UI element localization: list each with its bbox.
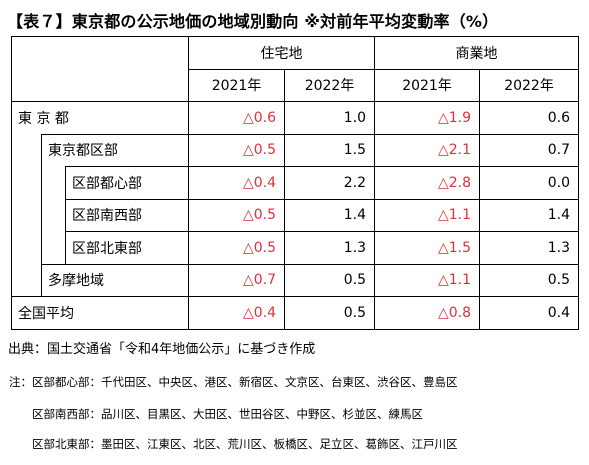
value-cell: 0.5 xyxy=(284,263,376,297)
table-row: 区部北東部 △0.5 1.3 △1.5 1.3 xyxy=(11,231,580,264)
value-cell: 1.3 xyxy=(284,231,376,264)
indent-cell xyxy=(41,166,66,199)
indent-cell xyxy=(11,134,42,167)
table-title: 【表７】東京都の公示地価の地域別動向 ※対前年平均変動率（%） xyxy=(7,12,499,31)
value-cell: △2.1 xyxy=(374,133,481,167)
value-cell: 2.2 xyxy=(284,166,376,199)
value-cell: 1.4 xyxy=(479,198,580,232)
value-cell: △1.1 xyxy=(374,198,481,232)
table-row: 区部都心部 △0.4 2.2 △2.8 0.0 xyxy=(11,166,580,199)
value-cell: 1.4 xyxy=(284,198,376,232)
header-row-groups: 住宅地 商業地 xyxy=(10,36,580,102)
indent-cell xyxy=(11,231,42,264)
row-label: 全国平均 xyxy=(10,296,190,330)
row-label: 区部南西部 xyxy=(64,198,190,232)
value-cell: 1.3 xyxy=(479,231,580,264)
value-cell: 0.0 xyxy=(479,166,580,199)
indent-cell xyxy=(11,264,42,297)
header-row-years: 2021年 2022年 2021年 2022年 xyxy=(12,69,580,102)
value-cell: △0.5 xyxy=(188,231,286,264)
value-cell: △1.1 xyxy=(374,263,481,297)
value-cell: 0.6 xyxy=(479,101,580,134)
note-line: 区部南西部：品川区、目黒区、大田区、世田谷区、中野区、杉並区、練馬区 xyxy=(32,407,423,421)
value-cell: △0.4 xyxy=(188,296,286,330)
header-year: 2021年 xyxy=(188,69,286,102)
indent-cell xyxy=(41,231,66,264)
table-row: 全国平均 △0.4 0.5 △0.8 0.4 xyxy=(10,296,580,330)
row-label: 区部北東部 xyxy=(64,231,190,264)
source-note: 出典：国土交通省「令和4年地価公示」に基づき作成 xyxy=(8,342,316,357)
value-cell: △1.9 xyxy=(374,101,481,134)
header-empty-cell xyxy=(10,36,190,102)
value-cell: △0.7 xyxy=(188,263,286,297)
header-group-residential: 住宅地 xyxy=(188,36,376,70)
land-price-table: 住宅地 商業地 2021年 2022年 2021年 2022年 東 京 都 △0… xyxy=(10,36,580,330)
value-cell: 0.7 xyxy=(479,133,580,167)
table-row: 東 京 都 △0.6 1.0 △1.9 0.6 xyxy=(10,101,580,134)
table-row: 東京都区部 △0.5 1.5 △2.1 0.7 xyxy=(11,133,580,167)
table-row: 区部南西部 △0.5 1.4 △1.1 1.4 xyxy=(11,198,580,232)
value-cell: △0.6 xyxy=(188,101,286,134)
header-year: 2022年 xyxy=(284,69,376,102)
note-line: 区部北東部：墨田区、江東区、北区、荒川区、板橋区、足立区、葛飾区、江戸川区 xyxy=(32,437,458,451)
header-year: 2021年 xyxy=(374,69,481,102)
value-cell: △0.4 xyxy=(188,166,286,199)
value-cell: 1.0 xyxy=(284,101,376,134)
table-row: 多摩地域 △0.7 0.5 △1.1 0.5 xyxy=(11,263,580,297)
value-cell: △2.8 xyxy=(374,166,481,199)
value-cell: △0.8 xyxy=(374,296,481,330)
row-label: 区部都心部 xyxy=(64,166,190,199)
value-cell: 1.5 xyxy=(284,133,376,167)
value-cell: △0.5 xyxy=(188,133,286,167)
value-cell: 0.4 xyxy=(479,296,580,330)
row-label: 東京都区部 xyxy=(40,133,190,167)
value-cell: △1.5 xyxy=(374,231,481,264)
note-line: 注：区部都心部：千代田区、中央区、港区、新宿区、文京区、台東区、渋谷区、豊島区 xyxy=(9,375,458,389)
indent-cell xyxy=(11,199,42,232)
indent-cell xyxy=(41,199,66,232)
header-group-commercial: 商業地 xyxy=(374,36,580,70)
indent-cell xyxy=(11,166,42,199)
row-label: 多摩地域 xyxy=(40,263,190,297)
header-year: 2022年 xyxy=(479,69,580,102)
value-cell: 0.5 xyxy=(284,296,376,330)
value-cell: △0.5 xyxy=(188,198,286,232)
value-cell: 0.5 xyxy=(479,263,580,297)
row-label: 東 京 都 xyxy=(10,101,190,134)
